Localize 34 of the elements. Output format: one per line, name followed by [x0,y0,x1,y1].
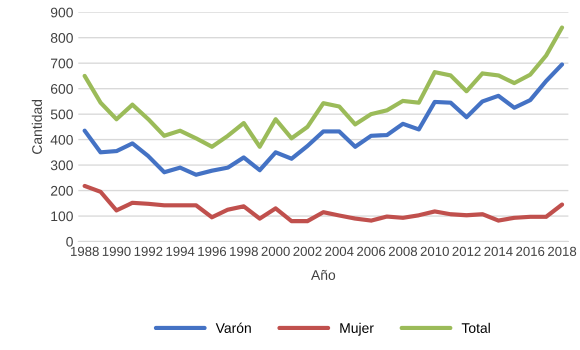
x-tick-label: 2018 [548,246,576,256]
line-series [82,184,564,224]
y-tick-label: 300 [50,160,73,170]
line-series [82,25,564,149]
x-tick-label: 2010 [420,246,449,256]
y-tick-label: 100 [51,211,73,222]
y-tick-label: 800 [50,33,73,43]
legend-label: Varón [216,322,251,333]
y-tick-label: 600 [50,84,73,94]
x-tick-label: 1994 [166,246,194,256]
x-tick-label: 2000 [262,246,290,256]
x-tick-label: 1990 [102,246,131,256]
legend-label: Mujer [340,322,374,336]
x-tick-label: 1996 [198,246,226,256]
y-tick-label: 200 [50,186,73,196]
x-tick-label: 2006 [357,246,386,256]
y-tick-label: 900 [50,8,73,18]
x-tick-label: 2012 [452,246,481,256]
y-tick-label: 700 [50,58,73,68]
x-tick-label: 1998 [230,246,258,256]
x-tick-label: 2008 [388,246,418,256]
x-tick-label: 2016 [516,246,544,256]
y-axis-title: Cantidad [32,100,42,154]
line-series [82,62,564,177]
x-tick-label: 1988 [70,246,99,256]
x-tick-label: 2002 [293,246,322,256]
y-tick-label: 500 [50,109,73,120]
y-tick-label: 0 [66,236,73,247]
x-tick-label: 1992 [134,246,162,256]
x-tick-label: 2004 [325,246,354,256]
y-tick-label: 400 [50,134,73,145]
legend-label: Total [462,322,490,333]
x-tick-label: 2014 [484,246,513,256]
x-axis-title: Año [311,270,336,280]
